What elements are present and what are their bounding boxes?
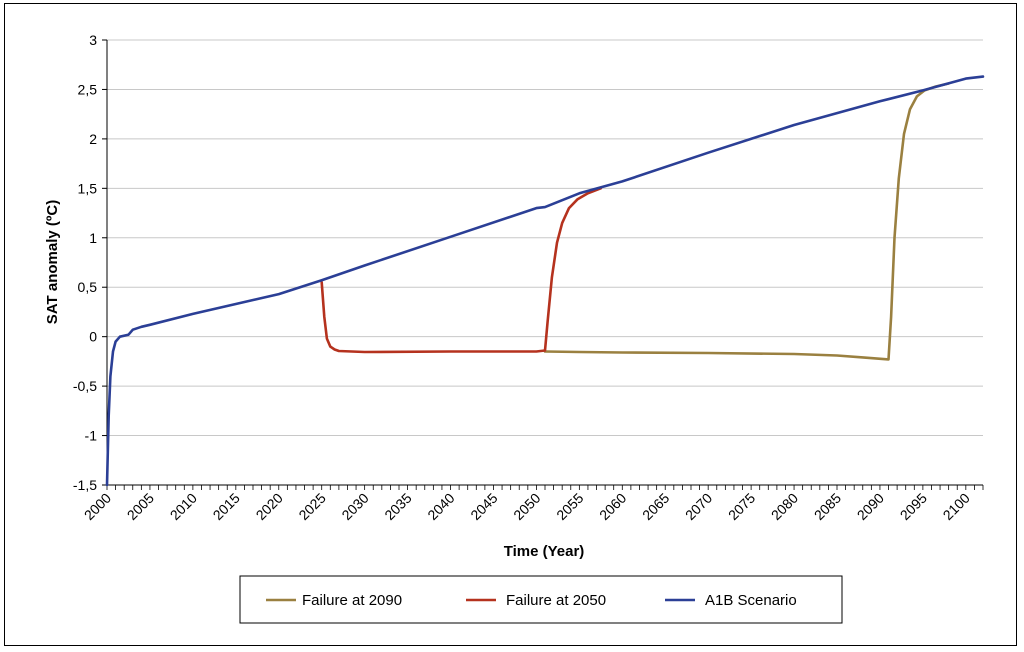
x-tick-labels: 2000 2005 2010 2015 2020 2025 2030 2035 2040 2045…	[81, 490, 973, 523]
x-tick-label: 2000	[81, 490, 114, 523]
x-tick-label: 2080	[768, 490, 801, 523]
legend: Failure at 2090 Failure at 2050 A1B Scen…	[239, 575, 843, 624]
legend-label-a1b-scenario: A1B Scenario	[705, 592, 797, 609]
y-tick-label: 3	[89, 32, 97, 48]
x-tick-label: 2075	[725, 490, 758, 523]
series-line-0	[543, 82, 950, 361]
x-tick-label: 2030	[338, 490, 371, 523]
y-tick-labels: -1,5 -1 -0,5 0 0,5 1 1,5 2 2,5 3	[73, 32, 97, 493]
x-tick-label: 2035	[381, 490, 414, 523]
y-tick-label: 2	[89, 131, 97, 147]
series-lines	[105, 75, 985, 487]
axes	[102, 39, 984, 490]
y-tick-label: 1,5	[78, 180, 98, 196]
x-tick-label: 2100	[940, 490, 973, 523]
y-tick-label: 0,5	[78, 279, 98, 295]
legend-label-failure-2090: Failure at 2090	[302, 592, 402, 609]
x-tick-label: 2015	[210, 490, 243, 523]
x-tick-label: 2065	[639, 490, 672, 523]
y-tick-label: -1	[85, 428, 98, 444]
x-tick-label: 2045	[467, 490, 500, 523]
y-tick-label: 1	[89, 230, 97, 246]
x-tick-label: 2095	[897, 490, 930, 523]
x-tick-label: 2010	[167, 490, 200, 523]
x-tick-label: 2060	[596, 490, 629, 523]
x-tick-label: 2020	[253, 490, 286, 523]
x-tick-label: 2085	[811, 490, 844, 523]
y-tick-label: -0,5	[73, 378, 97, 394]
gridlines	[107, 39, 983, 437]
y-tick-label: 2,5	[78, 81, 98, 97]
y-tick-label: -1,5	[73, 477, 97, 493]
x-tick-label: 2070	[682, 490, 715, 523]
series-line-2	[105, 75, 985, 487]
y-tick-label: 0	[89, 329, 97, 345]
y-axis-title: SAT anomaly (ºC)	[44, 200, 61, 324]
x-tick-label: 2050	[510, 490, 543, 523]
legend-label-failure-2050: Failure at 2050	[506, 592, 606, 609]
legend-box	[239, 575, 843, 624]
x-tick-label: 2005	[124, 490, 157, 523]
x-tick-label: 2040	[424, 490, 457, 523]
series-line-1	[320, 187, 603, 354]
chart-frame	[4, 3, 1017, 646]
x-tick-label: 2055	[553, 490, 586, 523]
x-axis-title: Time (Year)	[504, 543, 585, 560]
x-tick-label: 2025	[295, 490, 328, 523]
x-tick-label: 2090	[854, 490, 887, 523]
